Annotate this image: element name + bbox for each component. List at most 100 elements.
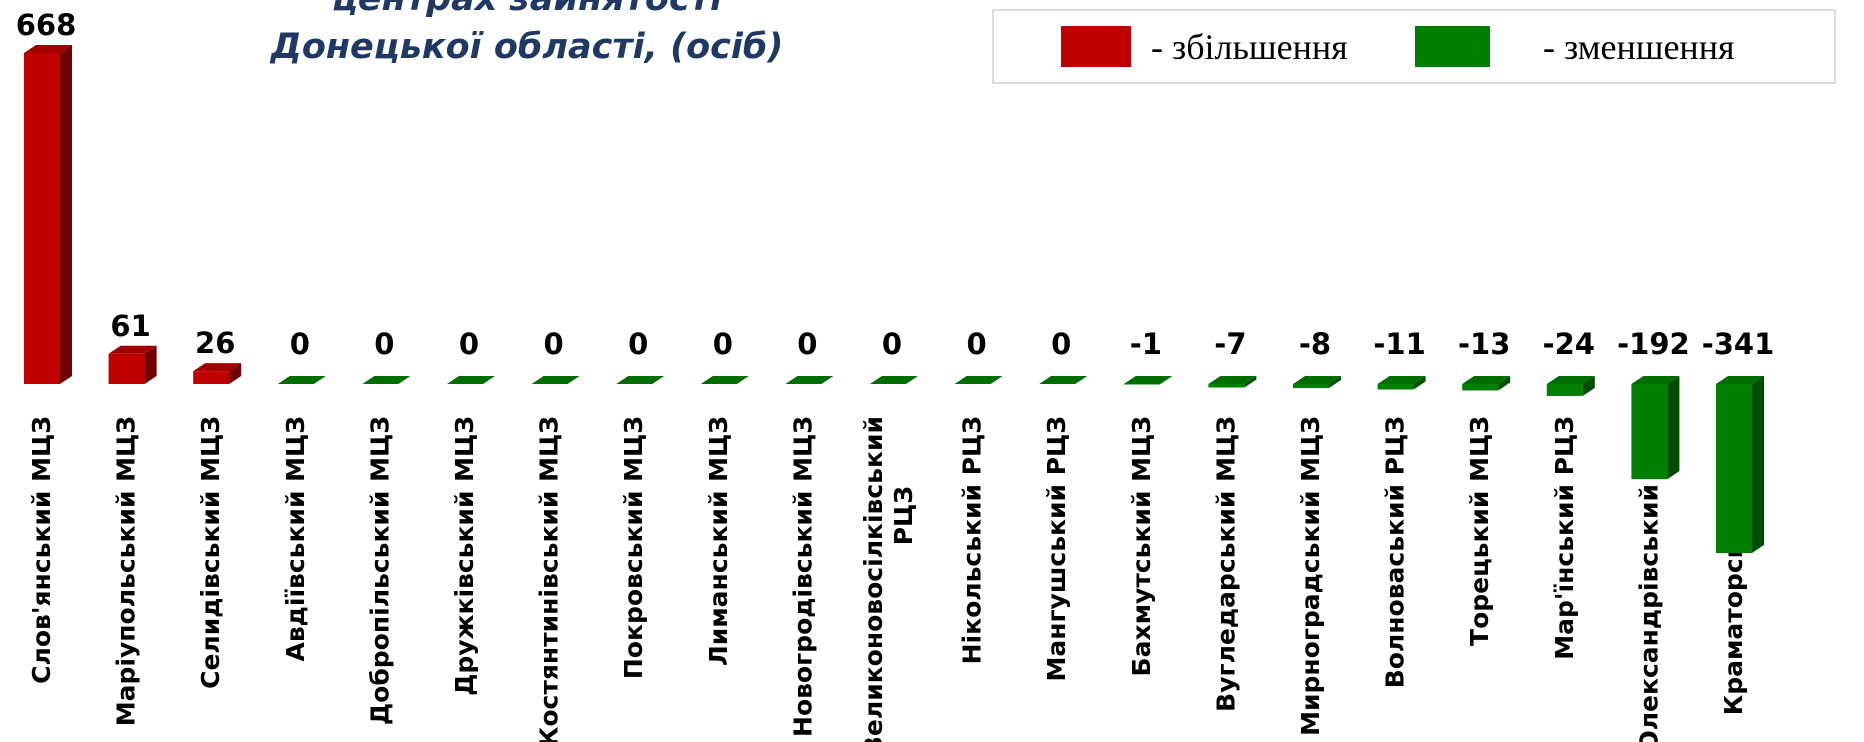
- bar: [1123, 376, 1172, 385]
- bar: [1208, 376, 1257, 388]
- bar: [616, 376, 665, 385]
- value-label: -7: [1214, 327, 1246, 361]
- bar-top: [362, 376, 411, 385]
- bar-top: [277, 376, 326, 385]
- x-tick-label: Маріупольський МЦЗ: [112, 416, 141, 726]
- bar: [1716, 376, 1764, 553]
- bar-front: [1546, 384, 1583, 396]
- value-label: -13: [1458, 327, 1510, 361]
- bar: [362, 376, 411, 385]
- bar-side: [1159, 376, 1172, 385]
- bar-top: [616, 376, 665, 385]
- bar-side: [1329, 376, 1341, 388]
- x-tick-label-line: РЦЗ: [889, 486, 918, 545]
- x-tick-label: Костянтинівський МЦЗ: [535, 416, 564, 742]
- x-tick-label: ВеликоновосілківськийРЦЗ: [859, 416, 918, 742]
- bar: [531, 376, 580, 385]
- bar-top: [447, 376, 495, 385]
- bar-side: [144, 345, 157, 385]
- bar-side: [60, 45, 72, 385]
- bar: [700, 376, 749, 385]
- x-tick-label: Добропільський МЦЗ: [365, 416, 394, 725]
- value-label: -192: [1617, 327, 1690, 361]
- bar-side: [1582, 376, 1595, 396]
- value-label: -341: [1702, 327, 1775, 361]
- bar-top: [1462, 376, 1511, 385]
- x-tick-label: Авдіївський МЦЗ: [281, 416, 310, 661]
- bar: [1377, 376, 1426, 390]
- bar-top: [954, 376, 1003, 385]
- chart-title: центрах зайнятості: [332, 0, 723, 19]
- legend-swatch: [1415, 26, 1490, 67]
- bar-top: [1039, 376, 1088, 385]
- value-label: 61: [110, 309, 150, 343]
- bar: [108, 345, 157, 385]
- value-label: 668: [16, 8, 77, 42]
- bar-side: [1667, 376, 1680, 480]
- x-tick-label: Лиманський МЦЗ: [704, 416, 733, 666]
- bar-top: [1377, 376, 1426, 385]
- bar-front: [24, 53, 60, 385]
- bar-top: [785, 376, 834, 385]
- bar: [1546, 376, 1595, 396]
- bar-side: [1752, 376, 1764, 553]
- x-tick-label: Мирноградський МЦЗ: [1296, 416, 1325, 736]
- value-label: -8: [1299, 327, 1331, 361]
- bar-side: [1498, 376, 1511, 391]
- bar: [193, 363, 242, 385]
- bar-front: [193, 371, 230, 385]
- x-tick-label: Торецький МЦЗ: [1465, 416, 1494, 646]
- bar-front: [1462, 384, 1499, 391]
- bar-top: [1123, 376, 1172, 385]
- bar: [277, 376, 326, 385]
- bar-side: [229, 363, 242, 385]
- legend-label: - збільшення: [1151, 27, 1348, 67]
- bar: [785, 376, 834, 385]
- legend-box: [992, 9, 1836, 84]
- value-label: 0: [713, 327, 733, 361]
- bar: [24, 45, 72, 385]
- x-tick-label: Новогродівський МЦЗ: [788, 416, 817, 737]
- bar-top: [700, 376, 749, 385]
- value-label: 0: [967, 327, 987, 361]
- bar-front: [108, 353, 145, 385]
- x-tick-label: Покровський МЦЗ: [619, 416, 648, 679]
- bar-top: [531, 376, 580, 385]
- bar: [1631, 376, 1680, 480]
- bar-top: [24, 45, 72, 53]
- bar: [1462, 376, 1511, 391]
- value-label: 0: [544, 327, 564, 361]
- x-tick-label: Дружківський МЦЗ: [450, 416, 479, 696]
- bar-top: [108, 345, 157, 354]
- bar: [1293, 376, 1341, 388]
- legend-swatch: [1061, 26, 1131, 67]
- bar-front: [1377, 384, 1414, 390]
- bar-top: [1208, 376, 1257, 385]
- x-tick-label: Волноваський РЦЗ: [1381, 416, 1410, 688]
- x-tick-label: Слов'янський МЦЗ: [27, 416, 56, 684]
- value-label: -11: [1373, 327, 1425, 361]
- value-label: -24: [1543, 327, 1595, 361]
- value-label: 0: [374, 327, 394, 361]
- bar: [1039, 376, 1088, 385]
- chart-title: Донецької області, (осіб): [270, 27, 784, 67]
- value-label: 0: [797, 327, 817, 361]
- bar: [870, 376, 918, 385]
- bar-front: [1208, 384, 1245, 388]
- bar-front: [1631, 384, 1668, 480]
- value-label: 0: [628, 327, 648, 361]
- value-label: 0: [1051, 327, 1071, 361]
- bar-top: [870, 376, 918, 385]
- value-label: 0: [459, 327, 479, 361]
- bar-top: [1631, 376, 1680, 385]
- bar-top: [1546, 376, 1595, 385]
- bar-side: [1413, 376, 1426, 390]
- bar-front: [1716, 384, 1752, 553]
- value-label: -1: [1130, 327, 1162, 361]
- x-tick-label: Мар'їнський РЦЗ: [1550, 416, 1579, 660]
- bar-top: [193, 363, 242, 372]
- bar: [954, 376, 1003, 385]
- value-label: 0: [290, 327, 310, 361]
- x-tick-label: Мангушський РЦЗ: [1042, 416, 1071, 682]
